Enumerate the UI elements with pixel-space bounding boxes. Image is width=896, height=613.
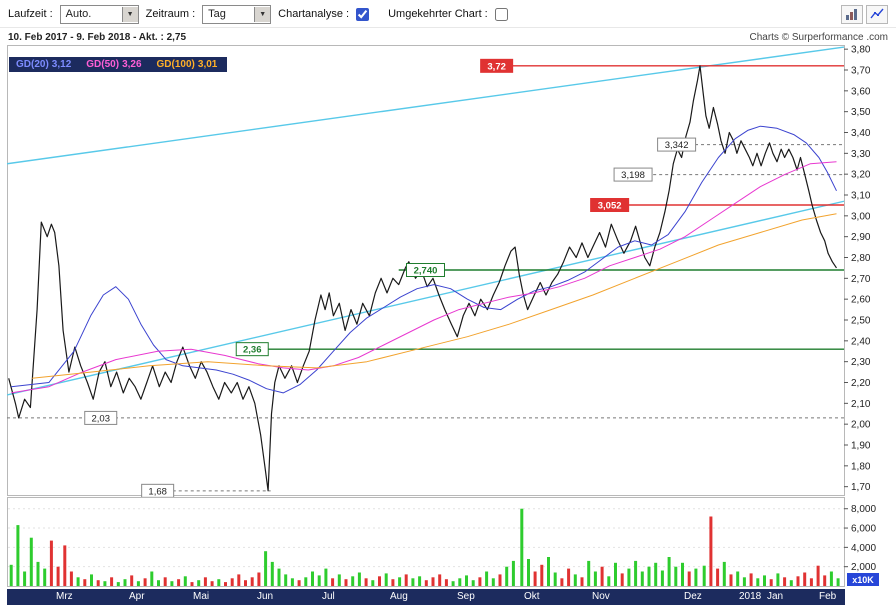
month-label: Jun xyxy=(257,591,274,602)
month-label: Mai xyxy=(193,591,210,602)
legend-gd100: GD(100) 3,01 xyxy=(157,59,221,70)
legend-gd20: GD(20) 3,12 xyxy=(16,59,74,70)
month-label: Dez xyxy=(684,591,702,602)
svg-text:3,80: 3,80 xyxy=(851,45,871,56)
month-label: Jan xyxy=(767,591,784,602)
svg-text:3,342: 3,342 xyxy=(665,140,689,151)
svg-text:2,60: 2,60 xyxy=(851,295,871,306)
svg-text:2,20: 2,20 xyxy=(851,378,871,389)
laufzeit-select[interactable]: Auto. ▼ xyxy=(59,4,139,24)
svg-text:2,03: 2,03 xyxy=(91,413,110,424)
svg-text:2,80: 2,80 xyxy=(851,253,871,264)
laufzeit-label: Laufzeit : xyxy=(8,8,53,20)
chevron-down-icon: ▼ xyxy=(121,6,138,22)
month-label: Jul xyxy=(322,591,335,602)
price-chart-svg: 3,80 3,70 3,60 3,50 3,40 3,30 3,20 3,10 3,00 2,90… xyxy=(7,45,871,497)
legend-gd50-label: GD(50) xyxy=(86,59,120,70)
legend-gd20-label: GD(20) xyxy=(16,59,49,70)
svg-text:3,60: 3,60 xyxy=(851,86,871,97)
svg-text:1,68: 1,68 xyxy=(148,486,167,497)
chevron-down-icon: ▼ xyxy=(254,6,271,22)
line-chart-icon xyxy=(870,8,884,19)
month-label: Feb xyxy=(819,591,837,602)
svg-text:6,000: 6,000 xyxy=(851,524,876,535)
svg-text:3,70: 3,70 xyxy=(851,66,871,77)
chart-header: 10. Feb 2017 - 9. Feb 2018 - Akt. : 2,75… xyxy=(7,30,889,45)
chart-widget: 10. Feb 2017 - 9. Feb 2018 - Akt. : 2,75… xyxy=(7,30,889,605)
svg-text:2,40: 2,40 xyxy=(851,336,871,347)
legend-gd100-label: GD(100) xyxy=(156,59,195,70)
svg-text:3,20: 3,20 xyxy=(851,170,871,181)
svg-text:2,30: 2,30 xyxy=(851,357,871,368)
svg-text:2,36: 2,36 xyxy=(243,345,262,356)
volume-chart-svg: 8,000 6,000 4,000 2,000 x10K xyxy=(7,497,879,587)
month-label: Aug xyxy=(390,591,408,602)
svg-text:3,30: 3,30 xyxy=(851,149,871,160)
copyright: Charts © Surperformance .com xyxy=(749,32,888,43)
svg-text:2,00: 2,00 xyxy=(851,420,871,431)
chart-legend: GD(20) 3,12 GD(50) 3,26 GD(100) 3,01 xyxy=(9,57,228,72)
svg-text:2,10: 2,10 xyxy=(851,399,871,410)
svg-text:2,90: 2,90 xyxy=(851,232,871,243)
line-style-button[interactable] xyxy=(866,4,888,24)
bar-chart-icon xyxy=(846,9,857,20)
svg-text:2,740: 2,740 xyxy=(414,266,438,277)
legend-gd100-value: 3,01 xyxy=(197,59,218,70)
svg-text:8,000: 8,000 xyxy=(851,504,876,515)
svg-text:2,70: 2,70 xyxy=(851,274,871,285)
price-pane: 3,80 3,70 3,60 3,50 3,40 3,30 3,20 3,10 3,00 2,90… xyxy=(7,45,889,497)
month-label: Sep xyxy=(457,591,475,602)
legend-gd20-value: 3,12 xyxy=(51,59,72,70)
time-axis: Mrz Apr Mai Jun Jul Aug Sep Okt Nov Dez 2018 Jan Feb xyxy=(7,589,845,605)
svg-text:4,000: 4,000 xyxy=(851,543,876,554)
zeitraum-value: Tag xyxy=(208,8,226,20)
umgekehrt-label: Umgekehrter Chart : xyxy=(388,8,488,20)
laufzeit-value: Auto. xyxy=(65,8,92,20)
legend-gd50-value: 3,26 xyxy=(122,59,142,70)
month-label: 2018 xyxy=(739,591,762,602)
chartanalyse-checkbox[interactable] xyxy=(356,7,370,21)
svg-text:1,70: 1,70 xyxy=(851,482,871,493)
svg-text:1,80: 1,80 xyxy=(851,461,871,472)
toolbar: Laufzeit : Auto. ▼ Zeitraum : Tag ▼ Char… xyxy=(0,0,896,28)
svg-text:3,10: 3,10 xyxy=(851,191,871,202)
zeitraum-label: Zeitraum : xyxy=(145,8,196,20)
month-label: Apr xyxy=(129,591,145,602)
svg-text:2,50: 2,50 xyxy=(851,316,871,327)
svg-text:3,40: 3,40 xyxy=(851,128,871,139)
umgekehrter-chart-checkbox[interactable] xyxy=(494,7,508,21)
svg-text:3,72: 3,72 xyxy=(487,61,506,72)
svg-text:3,50: 3,50 xyxy=(851,107,871,118)
svg-text:2,000: 2,000 xyxy=(851,562,876,573)
svg-text:3,198: 3,198 xyxy=(621,170,645,181)
month-label: Mrz xyxy=(56,591,73,602)
chartanalyse-label: Chartanalyse : xyxy=(278,8,350,20)
zeitraum-select[interactable]: Tag ▼ xyxy=(202,4,272,24)
month-label: Okt xyxy=(524,591,540,602)
legend-gd50: GD(50) 3,26 xyxy=(86,59,144,70)
svg-text:1,90: 1,90 xyxy=(851,441,871,452)
volume-style-button[interactable] xyxy=(841,4,863,24)
svg-text:3,00: 3,00 xyxy=(851,211,871,222)
svg-text:3,052: 3,052 xyxy=(598,201,622,212)
month-label: Nov xyxy=(592,591,610,602)
date-range-and-last-price: 10. Feb 2017 - 9. Feb 2018 - Akt. : 2,75 xyxy=(8,32,187,43)
svg-text:x10K: x10K xyxy=(852,575,874,585)
